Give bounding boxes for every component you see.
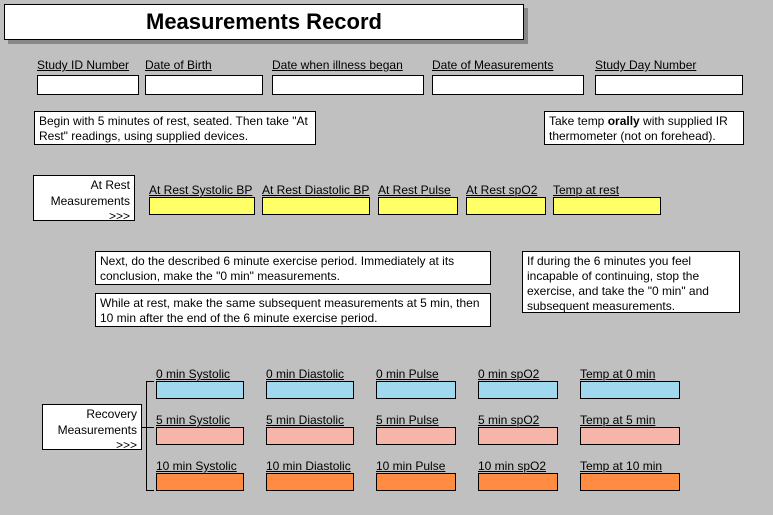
recovery-input[interactable] (156, 381, 244, 399)
header-label: Date of Measurements (432, 58, 553, 72)
recovery-input[interactable] (580, 473, 680, 491)
page-title: Measurements Record (4, 4, 524, 40)
recovery-label: 5 min Diastolic (266, 413, 354, 427)
recovery-input[interactable] (478, 427, 558, 445)
recovery-label: 10 min Pulse (376, 459, 456, 473)
recovery-input[interactable] (266, 381, 354, 399)
instruction-temp: Take temp orally with supplied IR thermo… (544, 111, 744, 145)
at-rest-label: At Rest Diastolic BP (262, 183, 370, 197)
mid-note-1: Next, do the described 6 minute exercise… (95, 251, 491, 285)
header-input[interactable] (595, 75, 743, 95)
recovery-input[interactable] (156, 427, 244, 445)
at-rest-label: Temp at rest (553, 183, 661, 197)
recovery-input[interactable] (376, 381, 456, 399)
at-rest-input[interactable] (262, 197, 370, 215)
recovery-input[interactable] (156, 473, 244, 491)
recovery-label: 0 min Systolic (156, 367, 244, 381)
header-label: Study ID Number (37, 58, 129, 72)
at-rest-input[interactable] (553, 197, 661, 215)
recovery-input[interactable] (266, 473, 354, 491)
at-rest-label: At Rest spO2 (466, 183, 546, 197)
header-label: Study Day Number (595, 58, 696, 72)
recovery-label: Temp at 0 min (580, 367, 680, 381)
recovery-label: 5 min spO2 (478, 413, 558, 427)
recovery-input[interactable] (580, 381, 680, 399)
recovery-label: 10 min Diastolic (266, 459, 354, 473)
header-input[interactable] (432, 75, 584, 95)
at-rest-label: At Rest Pulse (378, 183, 458, 197)
section-label-at-rest: At RestMeasurements>>> (33, 175, 135, 221)
recovery-input[interactable] (376, 473, 456, 491)
recovery-label: 10 min spO2 (478, 459, 558, 473)
mid-note-2: While at rest, make the same subsequent … (95, 293, 491, 327)
recovery-input[interactable] (478, 473, 558, 491)
at-rest-input[interactable] (149, 197, 255, 215)
recovery-label: 0 min spO2 (478, 367, 558, 381)
section-label-recovery: RecoveryMeasurements>>> (42, 404, 142, 450)
at-rest-input[interactable] (466, 197, 546, 215)
header-input[interactable] (145, 75, 263, 95)
instruction-rest: Begin with 5 minutes of rest, seated. Th… (34, 111, 316, 145)
recovery-label: 0 min Pulse (376, 367, 456, 381)
recovery-input[interactable] (478, 381, 558, 399)
recovery-input[interactable] (266, 427, 354, 445)
recovery-label: 0 min Diastolic (266, 367, 354, 381)
at-rest-label: At Rest Systolic BP (149, 183, 255, 197)
recovery-label: 5 min Systolic (156, 413, 244, 427)
mid-note-right: If during the 6 minutes you feel incapab… (522, 251, 740, 313)
recovery-bracket (146, 381, 154, 491)
recovery-label: Temp at 10 min (580, 459, 680, 473)
header-input[interactable] (272, 75, 424, 95)
recovery-label: 5 min Pulse (376, 413, 456, 427)
recovery-label: 10 min Systolic (156, 459, 244, 473)
recovery-input[interactable] (376, 427, 456, 445)
recovery-label: Temp at 5 min (580, 413, 680, 427)
header-label: Date of Birth (145, 58, 212, 72)
recovery-input[interactable] (580, 427, 680, 445)
header-input[interactable] (37, 75, 139, 95)
at-rest-input[interactable] (378, 197, 458, 215)
bracket-mid (142, 427, 154, 428)
header-label: Date when illness began (272, 58, 403, 72)
